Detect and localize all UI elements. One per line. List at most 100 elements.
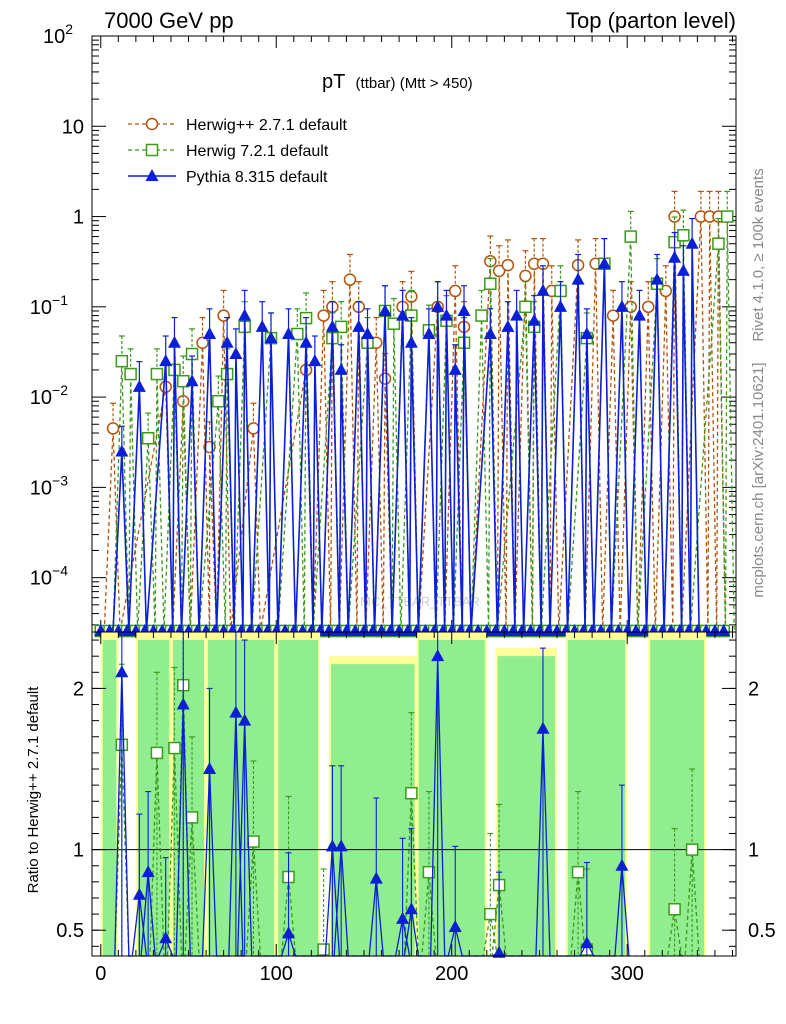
herwigpp-marker	[317, 309, 330, 322]
pythia-floor-marker	[120, 624, 134, 636]
ratio-pythia-marker	[176, 697, 190, 710]
pythia-marker	[167, 335, 181, 348]
herwig7-marker	[677, 229, 690, 242]
ratio-herwig7-marker	[685, 843, 699, 856]
pythia-marker	[422, 327, 436, 339]
pythia-floor-marker	[348, 624, 362, 636]
pythia-floor-marker	[515, 624, 529, 636]
y-tick-label: 10	[62, 116, 84, 138]
pythia-floor-marker	[541, 624, 555, 636]
pythia-marker	[501, 319, 515, 332]
pythia-floor-marker	[392, 624, 406, 636]
herwigpp-marker	[519, 269, 532, 283]
ratio-pythia-marker	[615, 858, 629, 871]
legend-entry-herwigpp: Herwig++ 2.7.1 default	[128, 117, 348, 134]
pythia-marker	[615, 299, 629, 312]
herwigpp-marker	[247, 422, 260, 435]
pythia-floor-marker	[629, 624, 643, 636]
herwig7-marker	[720, 210, 734, 223]
ratio-pythia-marker	[536, 721, 550, 734]
ratio-pythia-marker	[203, 762, 217, 775]
rivet-label: Rivet 4.1.0, ≥ 100k events	[750, 168, 767, 341]
mcplots-label: mcplots.cern.ch [arXiv:2401.10621]	[750, 362, 767, 597]
ratio-herwig7-marker	[405, 786, 418, 800]
ratio-panel: 0.5 0.5 1 1 2 2 0 100 200 300 Ratio to Herwig++ …	[25, 631, 776, 985]
pythia-marker	[676, 263, 690, 276]
legend-label-herwigpp: Herwig++ 2.7.1 default	[186, 117, 348, 134]
pythia-marker	[571, 272, 585, 285]
herwig7-marker	[387, 317, 401, 330]
pythia-marker	[238, 308, 252, 321]
ratio-herwig7-marker	[247, 835, 260, 848]
ratio-pythia-marker	[229, 705, 243, 718]
pythia-floor-marker	[383, 624, 397, 636]
pythia-floor-marker	[401, 624, 415, 636]
ratio-band-green	[278, 640, 319, 956]
legend-entry-herwig7: Herwig 7.2.1 default	[128, 143, 329, 160]
herwigpp-marker	[642, 300, 655, 314]
pythia-floor-marker	[550, 624, 564, 636]
herwig7-marker	[519, 300, 532, 314]
pythia-marker	[457, 303, 471, 316]
herwig7-marker	[141, 432, 155, 445]
herwig7-marker	[150, 367, 164, 381]
herwigpp-marker	[196, 336, 209, 349]
ratio-pythia-marker	[334, 839, 348, 852]
chart-title-main: pT	[322, 71, 345, 93]
pythia-marker	[115, 444, 129, 457]
herwig7-marker	[484, 277, 497, 291]
ratio-bands	[100, 632, 707, 956]
ratio-panel-frame	[91, 631, 737, 957]
ratio-band-green	[137, 640, 169, 956]
legend-marker-pythia	[145, 169, 159, 181]
x-tick-label: 300	[611, 963, 644, 985]
pythia-marker	[527, 313, 541, 326]
y-tick-label: 1	[73, 207, 84, 229]
x-tick-label: 100	[260, 963, 293, 985]
pythia-marker	[282, 327, 296, 339]
herwig7-marker	[475, 309, 488, 322]
pythia-marker	[668, 250, 682, 263]
pythia-floor-marker	[506, 624, 520, 636]
y-tick-label: 102	[43, 21, 73, 48]
ratio-pythia-marker	[448, 919, 462, 932]
herwigpp-marker	[501, 258, 515, 272]
ratio-pythia-marker	[369, 871, 383, 884]
herwig7-marker	[124, 367, 137, 381]
pythia-marker	[483, 327, 497, 339]
ratio-band-green	[567, 640, 626, 956]
y-tick-label: 10−1	[30, 292, 68, 319]
series-pythia	[94, 217, 731, 636]
ratio-pythia-marker	[325, 839, 339, 852]
pythia-marker	[650, 272, 664, 285]
pythia-floor-marker	[717, 624, 731, 636]
pythia-floor-marker	[375, 624, 389, 636]
ratio-herwig7-marker	[168, 741, 181, 755]
pythia-marker	[308, 354, 322, 367]
pythia-marker	[632, 308, 646, 321]
ratio-y-tick-label-right: 2	[748, 678, 759, 700]
ratio-pythia-marker	[141, 865, 155, 878]
header-left: 7000 GeV pp	[104, 8, 234, 33]
pythia-marker	[510, 308, 524, 321]
pythia-marker	[360, 327, 374, 339]
legend-marker-herwigpp	[145, 117, 159, 131]
pythia-floor-marker	[532, 624, 546, 636]
pythia-floor-marker	[489, 624, 503, 636]
herwig7-marker	[212, 394, 225, 408]
ratio-pythia-marker	[115, 665, 129, 678]
ratio-pythia-marker	[159, 931, 173, 944]
pythia-floor-marker	[339, 624, 353, 636]
ratio-y-tick-label-right: 1	[748, 840, 759, 862]
ratio-herwig7-marker	[317, 943, 330, 956]
ratio-y-tick-label: 2	[73, 678, 84, 700]
pythia-marker	[299, 335, 313, 348]
legend-entry-pythia: Pythia 8.315 default	[128, 169, 328, 186]
y-tick-label: 10−3	[30, 472, 68, 499]
legend-label-herwig7: Herwig 7.2.1 default	[186, 143, 329, 160]
pythia-floor-marker	[331, 624, 345, 636]
pythia-marker	[255, 319, 269, 332]
herwigpp-marker	[106, 422, 120, 435]
